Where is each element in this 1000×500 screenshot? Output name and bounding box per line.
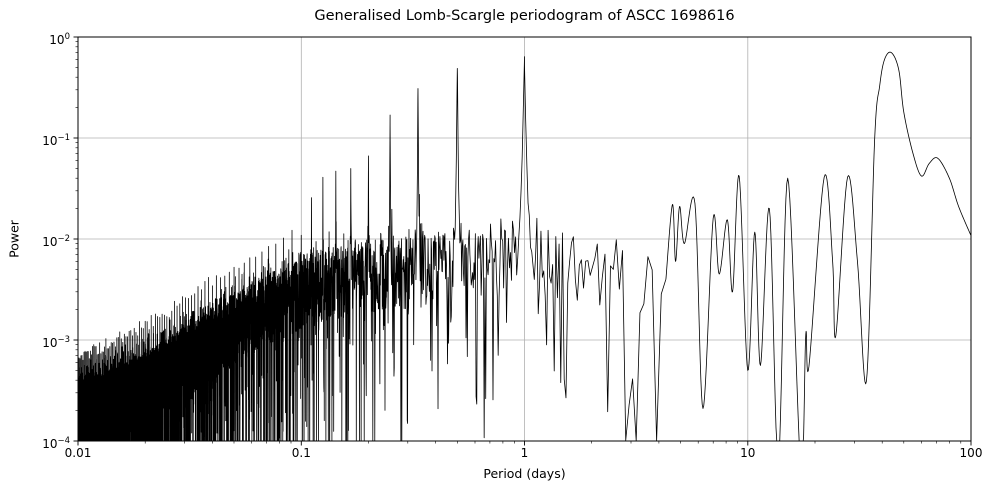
x-tick-label: 0.01 [64, 446, 92, 460]
y-tick-label: 10−2 [42, 234, 70, 249]
x-tick-label: 0.1 [291, 446, 311, 460]
chart-title: Generalised Lomb-Scargle periodogram of … [314, 8, 735, 24]
x-tick-label: 100 [959, 446, 983, 460]
y-tick-label: 10−3 [42, 335, 70, 350]
periodogram-line [77, 51, 972, 442]
x-tick-label: 1 [520, 446, 529, 460]
x-axis-label: Period (days) [483, 466, 566, 481]
y-tick-label: 10−1 [42, 133, 70, 148]
x-tick-label: 10 [740, 446, 756, 460]
y-tick-label: 10−4 [42, 436, 70, 451]
y-tick-label: 100 [49, 32, 70, 47]
